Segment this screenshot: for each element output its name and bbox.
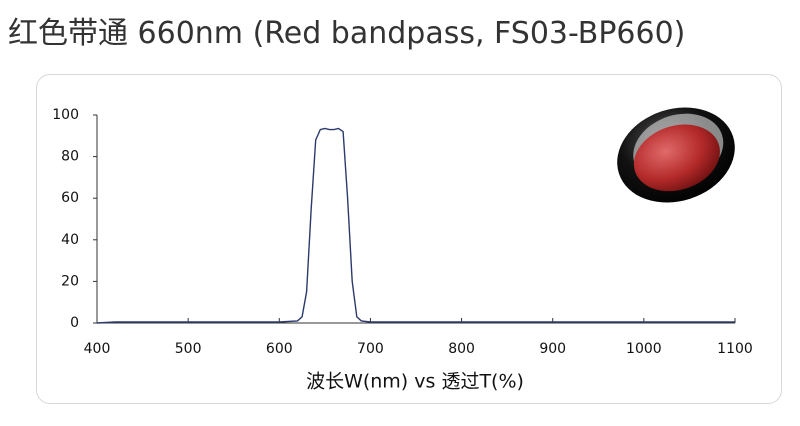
y-tick-label: 40 bbox=[61, 232, 79, 248]
x-axis-label: 波长W(nm) vs 透过T(%) bbox=[306, 371, 524, 393]
y-tick-label: 100 bbox=[52, 107, 79, 123]
x-tick-label: 500 bbox=[175, 341, 202, 357]
x-tick-label: 1000 bbox=[626, 341, 662, 357]
x-tick-label: 400 bbox=[84, 341, 111, 357]
y-tick-label: 60 bbox=[61, 190, 79, 206]
x-tick-label: 800 bbox=[448, 341, 475, 357]
x-tick-label: 600 bbox=[266, 341, 293, 357]
chart-title: 红色带通 660nm (Red bandpass, FS03-BP660) bbox=[8, 16, 686, 51]
filter-photo bbox=[617, 107, 735, 203]
x-tick-label: 900 bbox=[539, 341, 566, 357]
y-tick-label: 0 bbox=[70, 315, 79, 331]
x-tick-label: 700 bbox=[357, 341, 384, 357]
transmission-line bbox=[96, 127, 735, 324]
chart-frame bbox=[36, 74, 782, 404]
x-tick-label: 1100 bbox=[717, 341, 753, 357]
y-tick-label: 80 bbox=[61, 149, 79, 165]
y-tick-label: 20 bbox=[61, 273, 79, 289]
